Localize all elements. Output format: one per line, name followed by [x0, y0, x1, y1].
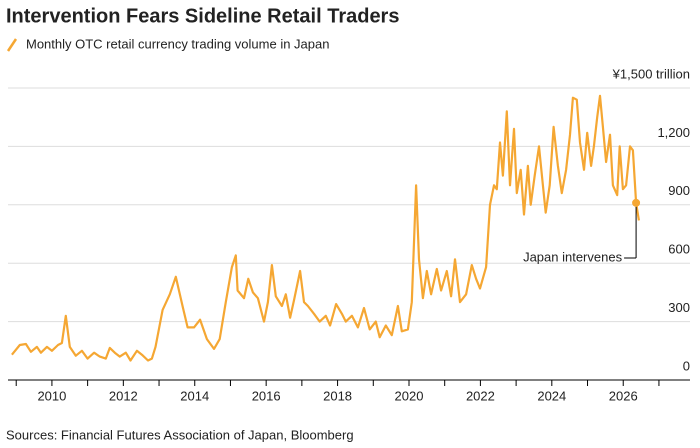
y-tick-label: 0	[683, 358, 690, 373]
y-tick-label: 1,200	[657, 125, 690, 140]
y-tick-label: ¥1,500 trillion	[612, 66, 690, 81]
legend-icon	[6, 38, 18, 52]
x-tick-label: 2010	[37, 388, 66, 403]
x-tick-label: 2016	[252, 388, 281, 403]
annotation-dot	[632, 198, 641, 207]
x-tick-label: 2018	[323, 388, 352, 403]
x-tick-label: 2022	[466, 388, 495, 403]
y-tick-label: 300	[668, 300, 690, 315]
y-tick-label: 600	[668, 242, 690, 257]
x-tick-label: 2024	[537, 388, 566, 403]
y-tick-label: 900	[668, 183, 690, 198]
annotation: Japan intervenes	[523, 249, 623, 264]
x-tick-label: 2012	[109, 388, 138, 403]
chart-title: Intervention Fears Sideline Retail Trade…	[6, 5, 399, 27]
x-tick-label: 2014	[180, 388, 209, 403]
source: Sources: Financial Futures Association o…	[6, 427, 354, 442]
x-tick-label: 2020	[395, 388, 424, 403]
x-tick-label: 2026	[609, 388, 638, 403]
series-line	[11, 94, 640, 362]
legend-label: Monthly OTC retail currency trading volu…	[26, 36, 329, 51]
